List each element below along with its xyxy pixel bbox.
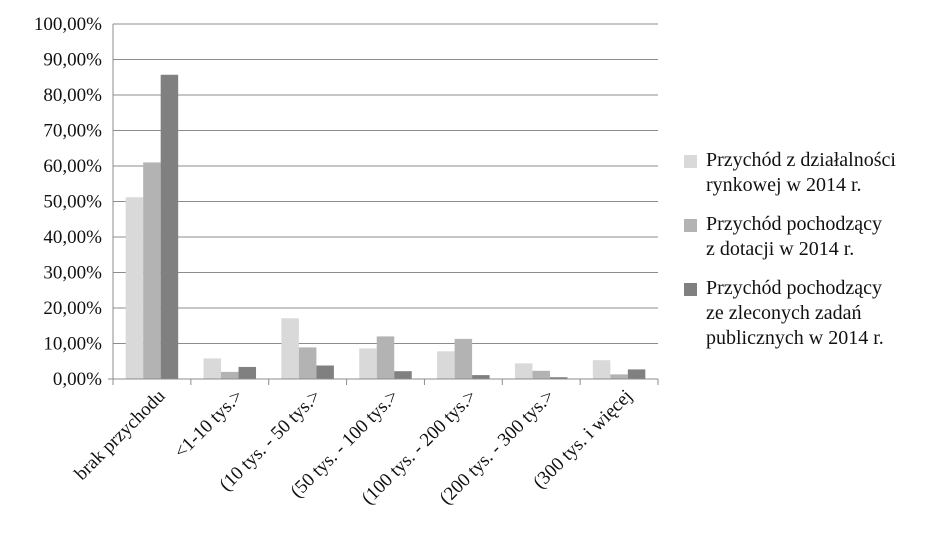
bar-3: [394, 371, 412, 379]
bar-3: [316, 365, 334, 379]
bar-2: [610, 374, 628, 379]
bars: [125, 74, 646, 379]
legend-swatch: [684, 219, 697, 232]
y-tick-label: 0,00%: [53, 369, 102, 390]
y-tick-label: 50,00%: [43, 192, 102, 213]
y-axis-tick-labels: 0,00% 10,00% 20,00% 30,00% 40,00% 50,00% 60,00…: [34, 14, 102, 390]
legend-swatch: [684, 155, 697, 168]
legend-label-line: Przychód pochodzący: [706, 277, 883, 299]
bar-2: [221, 371, 239, 379]
legend: Przychód z działalności rynkowej w 2014 …: [684, 148, 929, 351]
bar-2: [532, 370, 550, 379]
bar-2: [454, 338, 473, 379]
legend-swatch: [684, 283, 697, 296]
bar-1: [514, 363, 533, 379]
legend-item-public-tasks-revenue: Przychód pochodzący ze zleconych zadań p…: [684, 276, 929, 351]
x-category-label: <1-10 tys.>: [170, 386, 247, 463]
bar-1: [437, 351, 455, 379]
legend-label-line: rynkowej w 2014 r.: [706, 174, 862, 196]
legend-label-line: publicznych w 2014 r.: [706, 327, 884, 349]
gridlines: [113, 23, 658, 344]
bar-1: [359, 348, 377, 379]
legend-label-line: z dotacji w 2014 r.: [706, 238, 855, 260]
bar-3: [549, 377, 568, 379]
bar-2: [376, 336, 395, 379]
bar-3: [160, 74, 179, 379]
y-tick-label: 20,00%: [43, 298, 102, 319]
legend-label-line: Przychód pochodzący: [706, 213, 883, 235]
bar-3: [472, 375, 490, 379]
y-tick-label: 70,00%: [43, 121, 102, 142]
legend-item-market-revenue: Przychód z działalności rynkowej w 2014 …: [684, 148, 929, 198]
y-tick-label: 80,00%: [43, 85, 102, 106]
axes: [108, 24, 659, 385]
x-category-label: brak przychodu: [71, 385, 170, 484]
y-tick-label: 30,00%: [43, 263, 102, 284]
bar-2: [298, 347, 317, 379]
bar-3: [627, 369, 646, 379]
legend-label-line: Przychód z działalności: [706, 149, 896, 171]
legend-label-line: ze zleconych zadań: [706, 302, 862, 324]
y-tick-label: 10,00%: [43, 334, 102, 355]
bar-1: [592, 360, 611, 379]
y-tick-label: 90,00%: [43, 50, 102, 71]
y-tick-label: 60,00%: [43, 156, 102, 177]
bar-2: [143, 162, 161, 379]
bar-3: [238, 366, 257, 379]
bar-1: [125, 197, 144, 379]
bar-1: [281, 318, 299, 379]
y-tick-label: 40,00%: [43, 227, 102, 248]
x-axis-category-labels: brak przychodu <1-10 tys.>(10 tys. - 50 t…: [71, 385, 637, 509]
bar-1: [203, 358, 222, 379]
y-tick-label: 100,00%: [34, 14, 102, 35]
legend-item-grant-revenue: Przychód pochodzący z dotacji w 2014 r.: [684, 212, 929, 262]
